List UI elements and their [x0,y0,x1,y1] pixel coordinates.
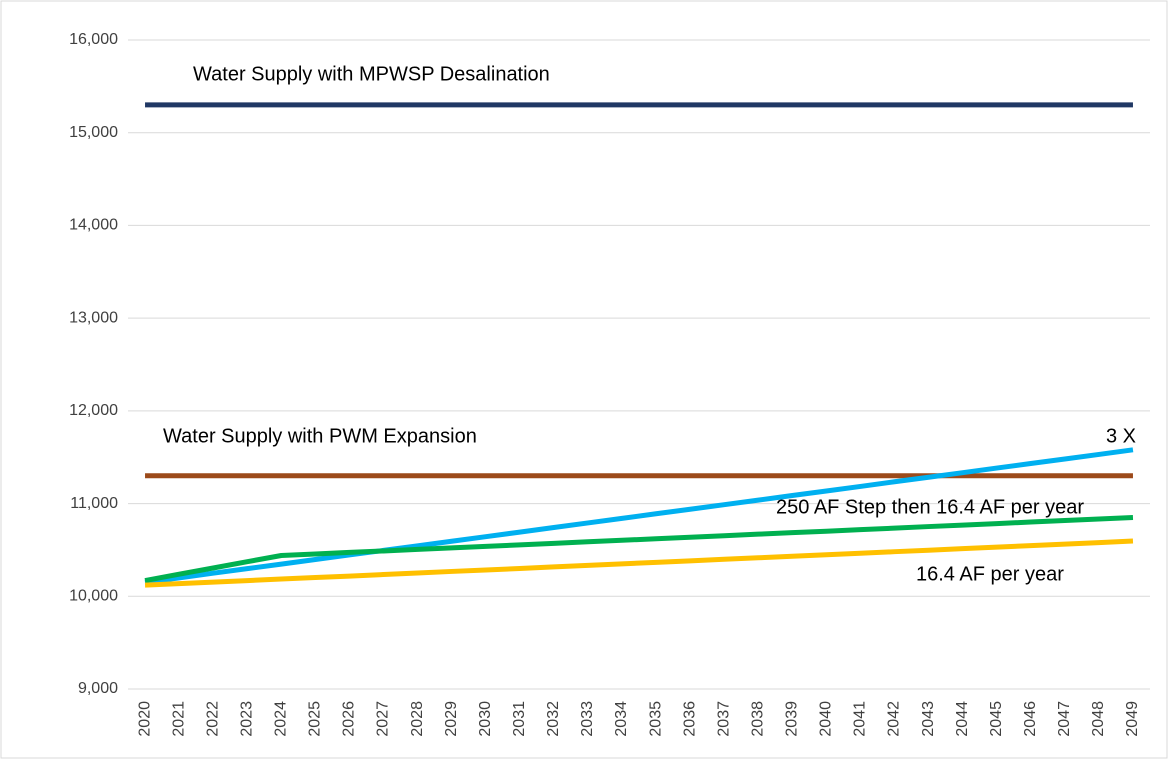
x-tick-label: 2029 [443,701,460,737]
x-tick-label: 2022 [204,701,221,737]
x-tick-label: 2026 [341,701,358,737]
x-tick-label: 2025 [307,701,324,737]
x-tick-label: 2047 [1056,701,1073,737]
x-tick-label: 2032 [545,701,562,737]
x-tick-label: 2021 [170,701,187,737]
x-tick-label: 2042 [886,701,903,737]
x-tick-label: 2035 [647,701,664,737]
annotation: 250 AF Step then 16.4 AF per year [776,496,1084,518]
x-tick-label: 2038 [749,701,766,737]
x-tick-label: 2049 [1124,701,1141,737]
x-tick-label: 2027 [375,701,392,737]
x-tick-label: 2048 [1090,701,1107,737]
x-tick-label: 2034 [613,701,630,737]
x-tick-label: 2030 [477,701,494,737]
x-tick-label: 2040 [818,701,835,737]
y-tick-label: 9,000 [78,680,118,697]
y-tick-label: 12,000 [69,402,118,419]
annotation: Water Supply with MPWSP Desalination [193,63,550,85]
x-tick-label: 2037 [715,701,732,737]
y-tick-label: 14,000 [69,217,118,234]
x-tick-label: 2023 [238,701,255,737]
x-tick-label: 2045 [988,701,1005,737]
x-tick-label: 2036 [681,701,698,737]
series-line [144,514,1134,583]
x-tick-label: 2043 [920,701,937,737]
y-tick-label: 16,000 [69,31,118,48]
x-tick-label: 2039 [784,701,801,737]
series-line [144,447,1134,585]
x-tick-label: 2046 [1022,701,1039,737]
x-tick-label: 2041 [852,701,869,737]
annotation: Water Supply with PWM Expansion [163,425,477,447]
x-tick-label: 2024 [273,701,290,737]
x-tick-label: 2020 [136,701,153,737]
annotation: 3 X [1106,425,1136,447]
x-tick-label: 2033 [579,701,596,737]
y-tick-label: 15,000 [69,124,118,141]
y-tick-label: 11,000 [70,495,118,512]
x-tick-label: 2044 [954,701,971,737]
y-tick-label: 13,000 [69,309,118,326]
x-tick-label: 2031 [511,701,528,737]
series-line [144,538,1134,588]
x-tick-label: 2028 [409,701,426,737]
y-tick-label: 10,000 [69,588,118,605]
annotation: 16.4 AF per year [916,563,1064,585]
